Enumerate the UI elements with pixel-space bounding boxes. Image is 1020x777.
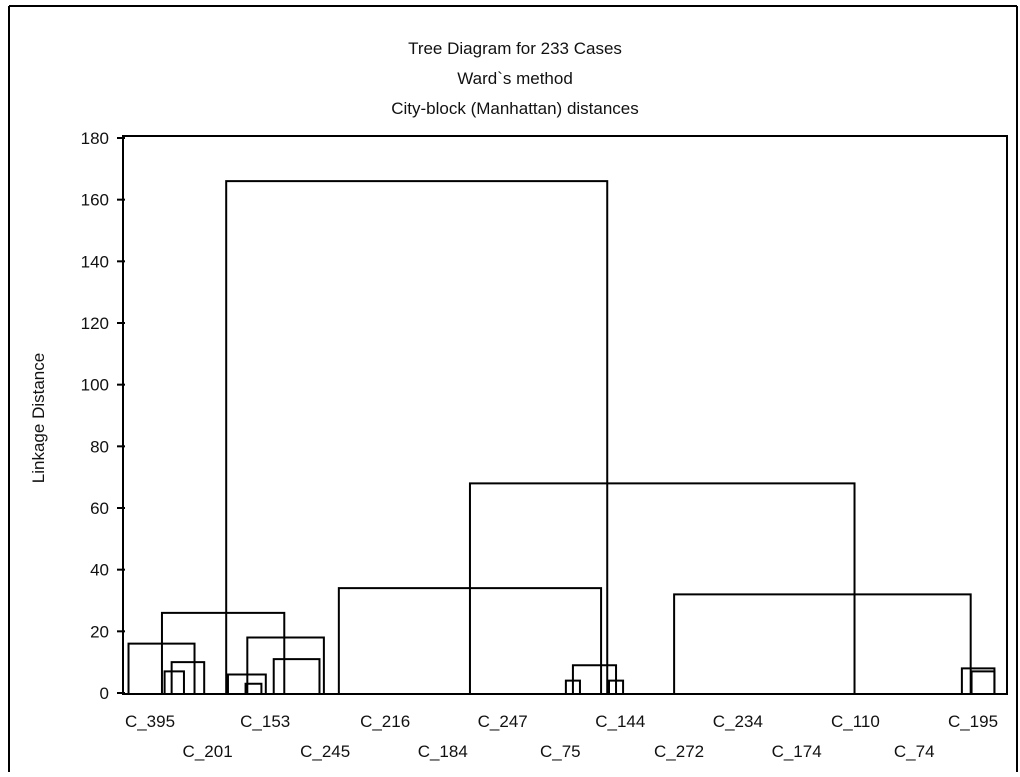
leaf-label: C_272 [654, 742, 704, 761]
dendrogram-merge [246, 636, 325, 693]
leaf-label: C_75 [540, 742, 581, 761]
dendrogram-merge [127, 642, 196, 693]
leaf-label: C_395 [125, 712, 175, 731]
y-tick-label: 20 [90, 622, 109, 641]
leaf-label: C_174 [772, 742, 822, 761]
y-axis-ticks: 0 20 40 60 80 100 120 140 160 180 [81, 129, 125, 703]
dendrogram-merge [244, 682, 263, 693]
y-tick-label: 60 [90, 499, 109, 518]
chart-title: Tree Diagram for 233 Cases [408, 39, 622, 58]
leaf-label: C_110 [831, 712, 880, 731]
dendrogram-merge [571, 664, 618, 693]
y-tick-label: 0 [100, 684, 109, 703]
dendrogram-merge [160, 611, 286, 693]
leaf-label: C_234 [713, 712, 763, 731]
dendrogram-merge [673, 593, 972, 693]
leaf-label: C_195 [948, 712, 998, 731]
chart-subtitle-method: Ward`s method [457, 69, 573, 88]
y-tick-label: 120 [81, 314, 109, 333]
dendrogram-merge [272, 658, 321, 693]
dendrogram-merge [225, 180, 609, 693]
y-tick-label: 180 [81, 129, 109, 148]
plot-frame [122, 135, 1008, 695]
dendrogram-merge [564, 679, 581, 693]
dendrogram-merge [226, 673, 267, 693]
leaf-label: C_153 [240, 712, 290, 731]
y-tick-label: 80 [90, 437, 109, 456]
dendrogram-merge [970, 670, 996, 693]
y-tick-label: 40 [90, 561, 109, 580]
y-tick-label: 100 [81, 376, 109, 395]
leaf-label: C_144 [595, 712, 645, 731]
dendrogram-merge [337, 587, 603, 693]
leaf-label: C_245 [300, 742, 350, 761]
dendrogram-branches [127, 180, 996, 693]
chart-titles: Tree Diagram for 233 Cases Ward`s method… [391, 39, 639, 118]
y-tick-label: 140 [81, 252, 109, 271]
leaf-label: C_74 [894, 742, 935, 761]
leaf-labels: C_395 C_201 C_153 C_245 C_216 C_184 C_247 C_75 C… [125, 712, 998, 761]
y-axis-label: Linkage Distance [29, 353, 48, 483]
y-tick-label: 160 [81, 191, 109, 210]
dendrogram-merge [170, 661, 206, 693]
dendrogram-merge [163, 670, 185, 693]
leaf-label: C_216 [360, 712, 410, 731]
leaf-label: C_184 [418, 742, 468, 761]
dendrogram-merge [608, 679, 625, 693]
leaf-label: C_201 [183, 742, 233, 761]
chart-subtitle-distance: City-block (Manhattan) distances [391, 99, 639, 118]
leaf-label: C_247 [478, 712, 528, 731]
